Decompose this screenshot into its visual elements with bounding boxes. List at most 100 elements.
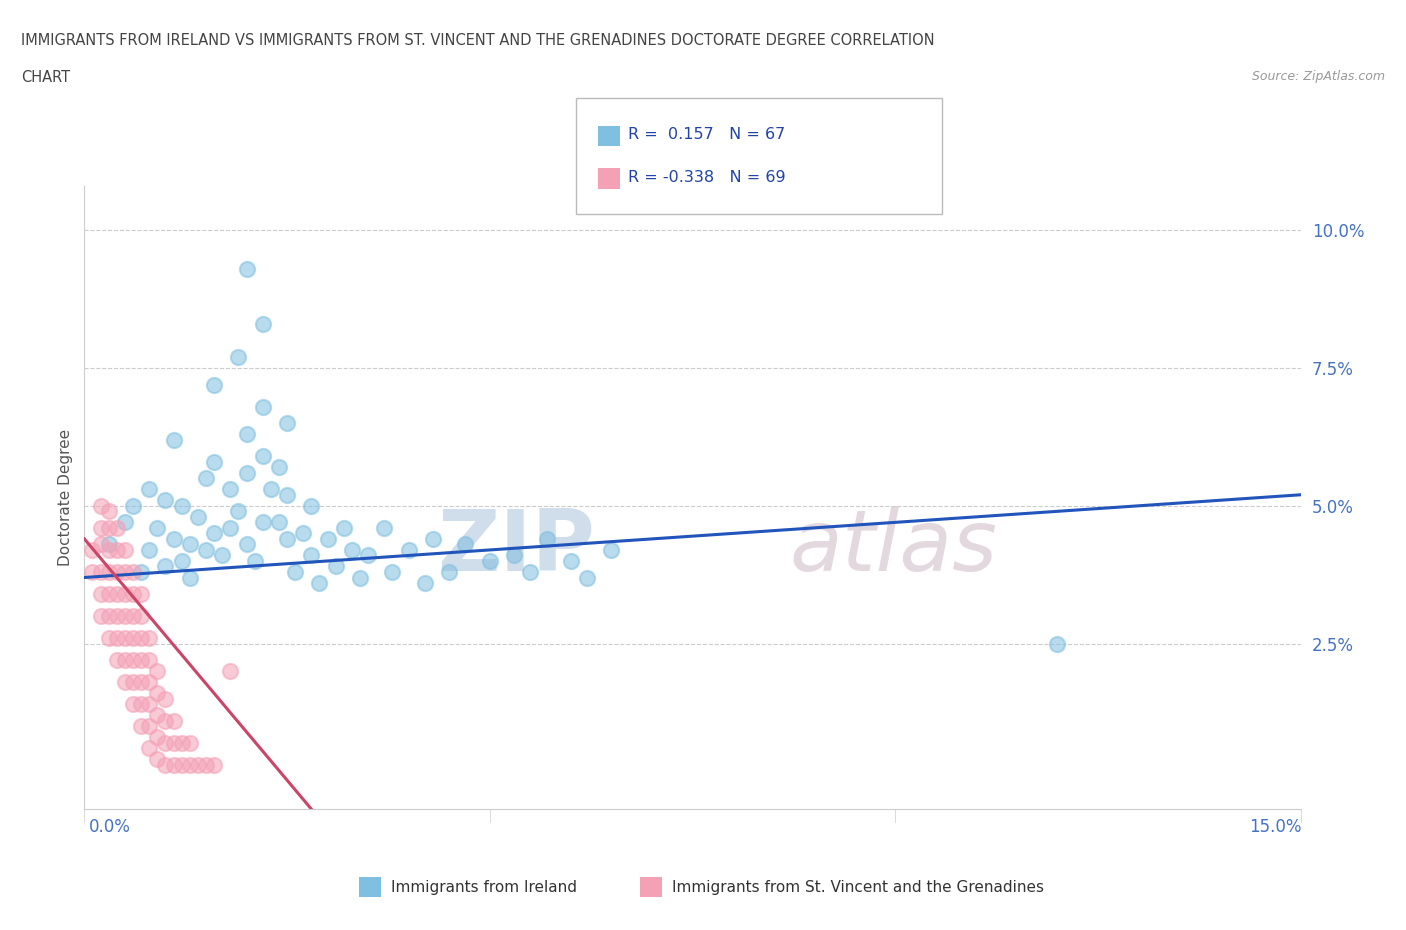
Text: R = -0.338   N = 69: R = -0.338 N = 69 — [628, 170, 786, 185]
Point — [478, 553, 501, 568]
Point — [235, 537, 257, 551]
Point — [202, 377, 225, 392]
Point — [276, 531, 298, 546]
Point — [179, 736, 201, 751]
Point — [97, 537, 120, 551]
Point — [97, 608, 120, 623]
Text: Immigrants from St. Vincent and the Grenadines: Immigrants from St. Vincent and the Gren… — [672, 880, 1045, 895]
Point — [105, 542, 128, 557]
Point — [138, 482, 160, 497]
Point — [114, 675, 136, 690]
Point — [235, 427, 257, 442]
Point — [284, 565, 307, 579]
Point — [162, 432, 184, 447]
Point — [170, 553, 193, 568]
Point — [252, 399, 274, 414]
Point — [114, 631, 136, 645]
Text: ZIP: ZIP — [437, 506, 595, 589]
Point — [170, 758, 193, 773]
Point — [202, 454, 225, 469]
Point — [138, 631, 160, 645]
Point — [340, 542, 363, 557]
Point — [155, 493, 177, 508]
Point — [267, 515, 290, 530]
Point — [398, 542, 420, 557]
Point — [122, 565, 145, 579]
Point — [439, 565, 461, 579]
Point — [138, 697, 160, 711]
Point — [97, 565, 120, 579]
Point — [82, 542, 104, 557]
Point — [252, 316, 274, 331]
Y-axis label: Doctorate Degree: Doctorate Degree — [58, 429, 73, 566]
Point — [219, 482, 242, 497]
Point — [194, 758, 218, 773]
Point — [129, 587, 152, 602]
Point — [114, 542, 136, 557]
Point — [155, 559, 177, 574]
Point — [90, 608, 112, 623]
Point — [194, 542, 218, 557]
Point — [82, 565, 104, 579]
Point — [560, 553, 582, 568]
Point — [129, 608, 152, 623]
Point — [90, 521, 112, 536]
Point — [519, 565, 541, 579]
Point — [194, 471, 218, 485]
Point — [129, 675, 152, 690]
Point — [276, 487, 298, 502]
Point — [170, 736, 193, 751]
Point — [146, 664, 169, 679]
Point — [325, 559, 347, 574]
Point — [187, 758, 209, 773]
Text: Immigrants from Ireland: Immigrants from Ireland — [391, 880, 576, 895]
Point — [454, 537, 477, 551]
Point — [138, 653, 160, 668]
Point — [114, 608, 136, 623]
Point — [129, 631, 152, 645]
Point — [146, 521, 169, 536]
Point — [211, 548, 233, 563]
Point — [105, 608, 128, 623]
Text: R =  0.157   N = 67: R = 0.157 N = 67 — [628, 127, 786, 142]
Text: 0.0%: 0.0% — [89, 818, 131, 836]
Point — [138, 542, 160, 557]
Point — [299, 548, 322, 563]
Point — [122, 653, 145, 668]
Point — [357, 548, 380, 563]
Point — [155, 736, 177, 751]
Point — [146, 708, 169, 723]
Point — [187, 510, 209, 525]
Point — [122, 608, 145, 623]
Point — [105, 521, 128, 536]
Point — [162, 713, 184, 728]
Point — [349, 570, 371, 585]
Point — [114, 565, 136, 579]
Point — [219, 664, 242, 679]
Point — [155, 758, 177, 773]
Point — [122, 697, 145, 711]
Point — [105, 587, 128, 602]
Point — [503, 548, 526, 563]
Point — [114, 653, 136, 668]
Text: CHART: CHART — [21, 70, 70, 85]
Point — [105, 653, 128, 668]
Point — [162, 758, 184, 773]
Point — [146, 752, 169, 767]
Point — [105, 631, 128, 645]
Point — [122, 631, 145, 645]
Point — [97, 504, 120, 519]
Point — [179, 758, 201, 773]
Point — [292, 526, 315, 541]
Point — [122, 587, 145, 602]
Point — [179, 570, 201, 585]
Point — [202, 758, 225, 773]
Point — [316, 531, 339, 546]
Point — [97, 521, 120, 536]
Point — [373, 521, 395, 536]
Point — [114, 587, 136, 602]
Point — [381, 565, 404, 579]
Point — [114, 515, 136, 530]
Point — [576, 570, 599, 585]
Point — [235, 465, 257, 480]
